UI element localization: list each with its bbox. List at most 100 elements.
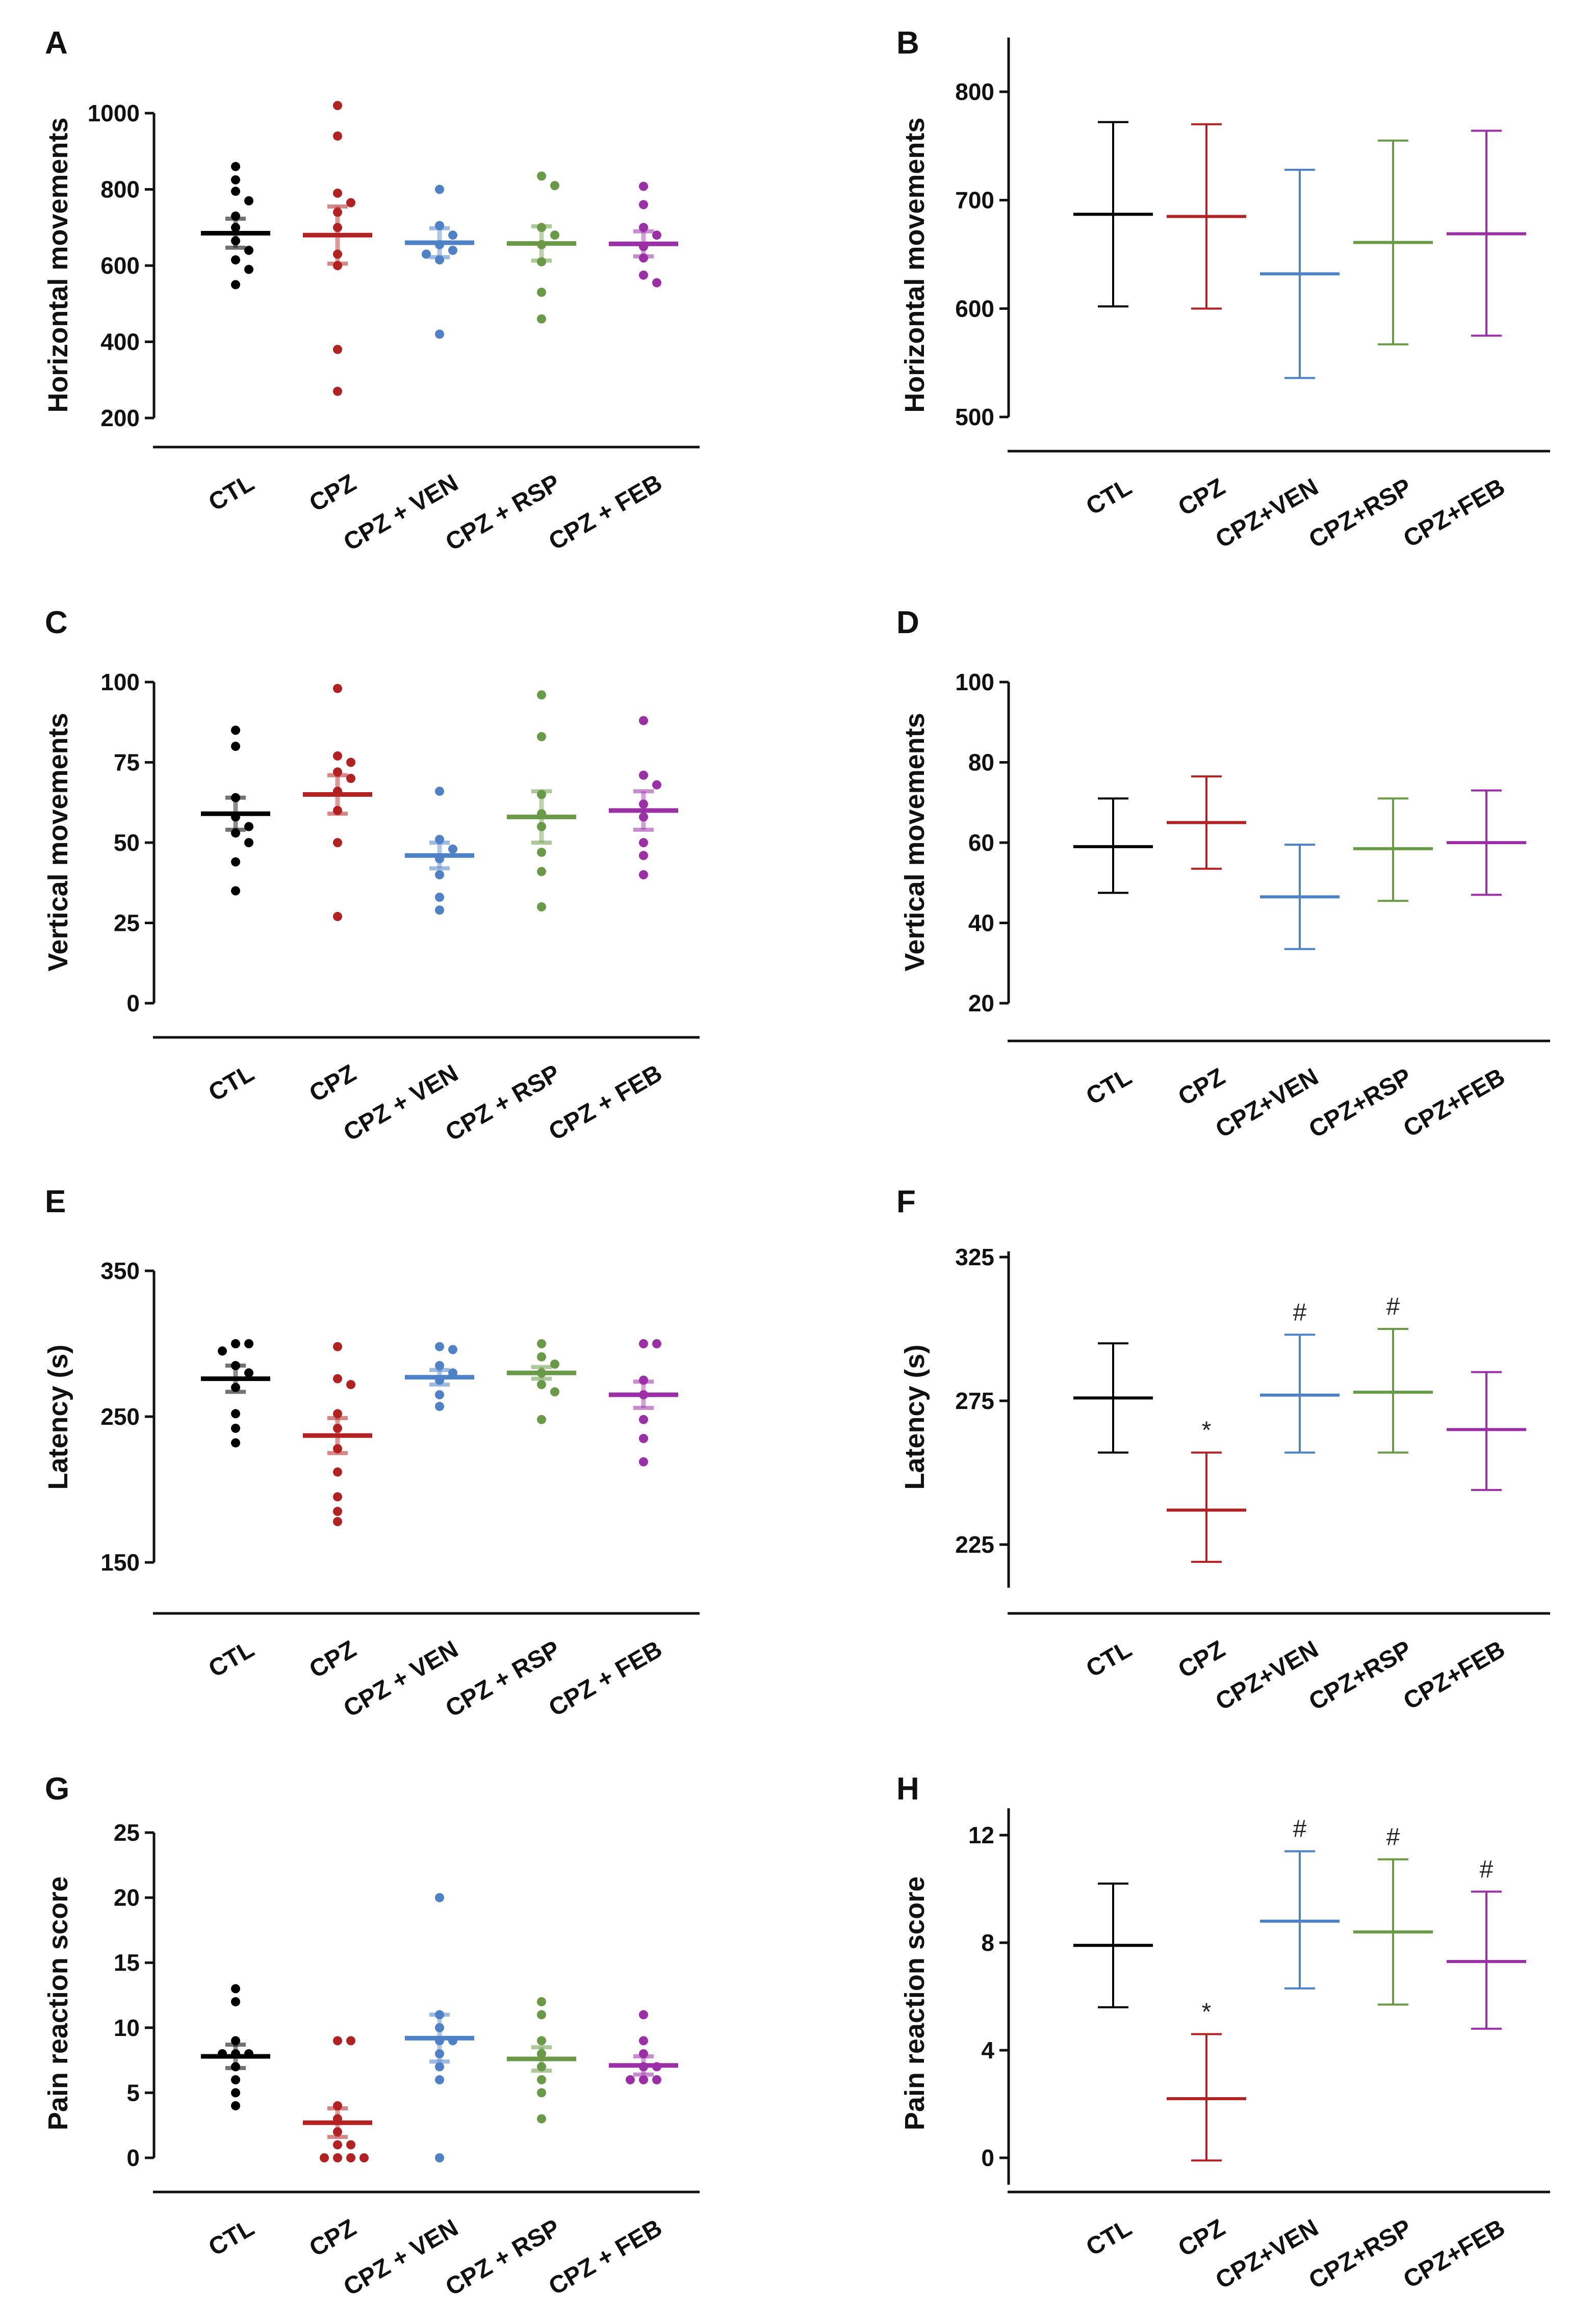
data-point: [231, 886, 240, 896]
y-tick-label: 700: [955, 187, 994, 214]
x-category-label: CPZ+VEN: [1211, 1636, 1323, 1716]
x-category-label: CPZ+FEB: [1399, 474, 1509, 553]
data-point: [346, 2153, 355, 2162]
panel-label: D: [896, 605, 919, 640]
y-tick-label: 100: [100, 669, 140, 695]
y-tick-label: 0: [126, 2145, 140, 2171]
data-point: [537, 2114, 546, 2124]
data-point: [639, 716, 648, 725]
x-category-label: CPZ + RSP: [441, 2214, 564, 2302]
series-3: [1353, 139, 1433, 346]
x-category-label: CTL: [1082, 2214, 1136, 2262]
panel-label: A: [45, 25, 68, 61]
data-point: [244, 246, 253, 255]
series-0: [201, 1339, 270, 1448]
series-4: [609, 2010, 678, 2084]
data-point: [333, 684, 342, 693]
y-tick-label: 75: [114, 749, 140, 776]
x-category-label: CPZ + VEN: [339, 2214, 462, 2302]
data-point: [231, 742, 240, 751]
data-point: [448, 246, 457, 255]
data-point: [550, 1360, 559, 1369]
y-tick-label: 800: [955, 79, 994, 105]
series-2: #: [1260, 1299, 1340, 1454]
y-tick-label: 0: [126, 990, 140, 1016]
x-category-label: CTL: [204, 1060, 259, 1107]
y-tick-label: 4: [981, 2037, 994, 2064]
data-point: [435, 787, 444, 796]
data-point: [448, 844, 457, 854]
y-tick-label: 25: [114, 910, 140, 936]
data-point: [639, 1457, 648, 1467]
data-point: [537, 1339, 546, 1348]
y-axis-title: Vertical movements: [899, 713, 930, 971]
data-point: [346, 198, 355, 207]
data-point: [333, 2036, 342, 2046]
series-0: [1073, 121, 1153, 308]
x-category-label: CPZ: [305, 1060, 361, 1108]
series-1: *: [1167, 1998, 1246, 2162]
y-axis-title: Latency (s): [899, 1344, 930, 1490]
data-point: [537, 732, 546, 742]
significance-marker: *: [1202, 1998, 1212, 2025]
data-point: [333, 1423, 342, 1433]
x-category-label: CPZ: [305, 469, 361, 517]
data-point: [231, 2101, 240, 2110]
x-category-label: CPZ+RSP: [1304, 1636, 1416, 1716]
y-axis-title: Vertical movements: [43, 713, 73, 971]
y-tick-label: 500: [955, 404, 994, 430]
y-tick-label: 350: [100, 1258, 140, 1284]
data-point: [550, 1387, 559, 1397]
data-point: [244, 1368, 253, 1378]
data-point: [333, 345, 342, 354]
data-point: [435, 870, 444, 879]
data-point: [639, 1339, 648, 1348]
data-point: [231, 187, 240, 196]
data-point: [231, 857, 240, 867]
data-point: [231, 1382, 240, 1392]
data-point: [231, 280, 240, 290]
x-category-label: CTL: [204, 2214, 259, 2262]
x-category-label: CPZ + VEN: [339, 1060, 462, 1147]
x-category-label: CPZ + VEN: [339, 469, 462, 557]
x-category-label: CPZ: [305, 1636, 361, 1684]
y-axis-title: Pain reaction score: [43, 1876, 73, 2130]
data-point: [639, 270, 648, 280]
y-tick-label: 800: [100, 176, 140, 203]
y-tick-label: 600: [955, 295, 994, 322]
data-point: [333, 188, 342, 198]
y-tick-label: 20: [968, 990, 994, 1016]
data-point: [448, 230, 457, 240]
data-point: [435, 329, 444, 339]
series-2: [1260, 843, 1340, 950]
significance-marker: #: [1386, 1293, 1400, 1320]
data-point: [231, 1339, 240, 1348]
x-category-label: CTL: [204, 1636, 259, 1683]
data-point: [231, 725, 240, 735]
series-2: [405, 1342, 474, 1411]
panel-f: F 225 275 325 Latency (s) CTL CPZCPZ+VENCPZ+RS…: [896, 1184, 1550, 1716]
data-point: [333, 386, 342, 396]
series-4: [609, 181, 678, 288]
y-axis-title: Latency (s): [43, 1344, 73, 1490]
series-1: [303, 101, 372, 396]
x-category-label: CPZ+FEB: [1399, 1636, 1509, 1715]
data-point: [435, 1401, 444, 1411]
data-point: [639, 181, 648, 191]
data-point: [435, 1893, 444, 1902]
data-point: [231, 255, 240, 265]
data-point: [231, 1409, 240, 1419]
data-point: [435, 905, 444, 915]
x-category-label: CTL: [1082, 1063, 1136, 1111]
y-tick-label: 40: [968, 910, 994, 936]
data-point: [422, 249, 431, 259]
series-2: [405, 787, 474, 915]
x-category-label: CTL: [204, 469, 259, 517]
significance-marker: #: [1293, 1299, 1307, 1326]
data-point: [435, 2049, 444, 2058]
series-1: *: [1167, 1417, 1246, 1563]
data-point: [639, 770, 648, 780]
x-category-label: CPZ+FEB: [1399, 2214, 1509, 2294]
series-1: [1167, 775, 1246, 870]
x-category-label: CPZ+VEN: [1211, 2214, 1323, 2294]
